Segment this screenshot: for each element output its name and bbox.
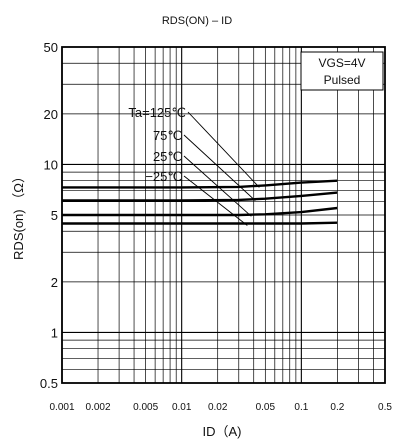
y-tick-label: 1	[51, 325, 58, 340]
x-tick-label: 0.01	[172, 402, 192, 413]
series-line	[62, 206, 338, 217]
x-tick-label: 0.005	[133, 402, 158, 413]
condition-box: VGS=4V Pulsed	[300, 51, 384, 91]
y-tick-label: 0.5	[40, 376, 58, 391]
y-tick-label: 10	[44, 157, 58, 172]
series-labels: Ta=125℃ 75℃ 25℃ −25℃	[128, 105, 260, 226]
condition-box-frame	[300, 51, 384, 91]
y-axis-label: RDS(on) （Ω）	[11, 170, 26, 260]
series-leader-line	[183, 134, 256, 202]
condition-pulsed: Pulsed	[324, 73, 361, 87]
series-leader-line	[187, 111, 260, 188]
series-lines	[62, 179, 338, 225]
x-tick-label: 0.002	[86, 402, 111, 413]
series-label: 75℃	[153, 128, 182, 143]
y-tick-label: 2	[51, 275, 58, 290]
series-leader-line	[183, 175, 248, 226]
x-tick-label: 0.1	[294, 402, 308, 413]
series-line	[62, 191, 338, 202]
series-line	[62, 221, 338, 225]
chart-title: RDS(ON) – ID	[162, 15, 232, 27]
x-tick-label: 0.001	[49, 402, 74, 413]
x-tick-label: 0.02	[208, 402, 228, 413]
y-tick-label: 20	[44, 107, 58, 122]
series-label: Ta=125℃	[128, 105, 186, 120]
y-tick-label: 50	[44, 40, 58, 55]
series-label: −25℃	[145, 169, 182, 184]
series-leader-line	[183, 155, 252, 217]
y-tick-label: 5	[51, 208, 58, 223]
x-tick-label: 0.2	[330, 402, 344, 413]
x-axis-label: ID（A)	[202, 424, 241, 439]
series-line	[62, 179, 338, 189]
x-tick-labels: 0.001 0.002 0.005 0.01 0.02 0.05 0.1 0.2 0.5	[49, 402, 392, 413]
plot-frame	[61, 46, 386, 384]
series-label: 25℃	[153, 149, 182, 164]
condition-vgs: VGS=4V	[318, 56, 365, 70]
y-tick-labels: 0.5 1 2 5 10 20 50	[40, 40, 58, 391]
x-tick-label: 0.05	[256, 402, 276, 413]
x-tick-label: 0.5	[378, 402, 392, 413]
